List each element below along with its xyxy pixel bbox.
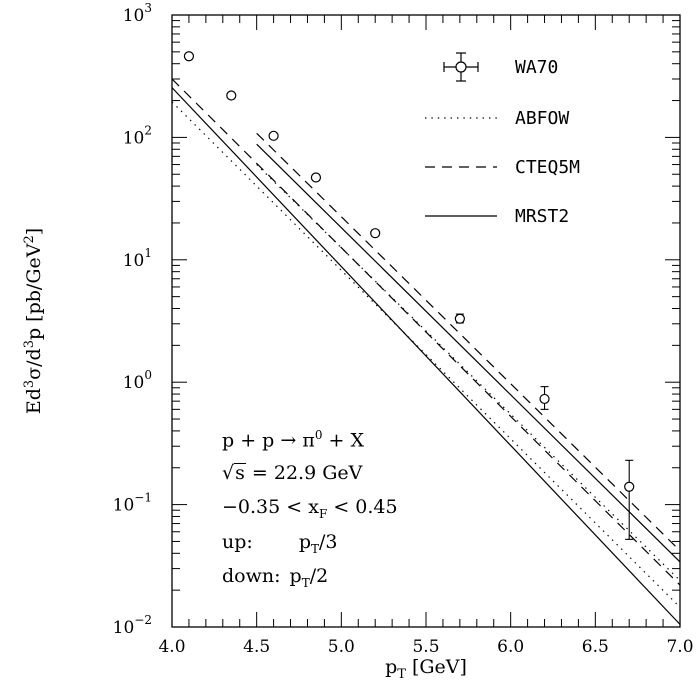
y-tick-label: 10−2	[113, 613, 152, 638]
x-tick-labels: 4.0 4.5 5.0 5.5 6.0 6.5 7.0	[158, 637, 693, 657]
y-tick-label: 103	[123, 1, 152, 26]
legend-label-abfow: ABFOW	[515, 108, 569, 129]
x-tick-label: 4.0	[158, 637, 185, 657]
point-marker	[624, 481, 635, 492]
data-point	[268, 130, 279, 141]
curve-mrst2-up	[256, 143, 681, 563]
y-tick-labels: 10−2 10−1 100 101 102 103	[113, 1, 152, 638]
annotation-reaction: p + p → π0 + X	[222, 428, 364, 452]
legend-label-cteq5m: CTEQ5M	[515, 157, 580, 178]
data-point	[183, 51, 195, 62]
legend-entry-wa70: WA70	[443, 52, 558, 82]
annotation-up-scale: up: pT/3	[222, 531, 338, 556]
data-point	[310, 172, 322, 183]
legend-label-mrst2: MRST2	[515, 206, 569, 227]
annotation-energy: √s = 22.9 GeV	[222, 462, 363, 484]
point-marker	[370, 228, 381, 239]
axis-ticks	[171, 15, 681, 628]
curve-mrst2-down	[171, 87, 681, 625]
y-tick-label: 10−1	[113, 491, 152, 516]
curve-cteq5m-down	[171, 78, 681, 586]
y-axis-title: Ed3σ/d3p [pb/GeV2]	[22, 228, 45, 414]
curve-cteq5m-up	[256, 132, 681, 552]
x-tick-label: 7.0	[666, 637, 693, 657]
legend-entry-cteq5m: CTEQ5M	[425, 157, 580, 178]
data-point	[454, 313, 465, 324]
data-point	[226, 90, 237, 101]
point-marker	[454, 313, 465, 324]
data-point	[370, 228, 381, 239]
legend: WA70 ABFOW CTEQ5M MRST2	[425, 52, 580, 227]
legend-entry-abfow: ABFOW	[425, 108, 569, 129]
data-point	[539, 386, 550, 410]
data-point	[624, 459, 635, 540]
point-marker	[226, 90, 237, 101]
point-marker	[183, 51, 195, 62]
legend-entry-mrst2: MRST2	[425, 206, 569, 227]
y-tick-label: 101	[123, 246, 152, 271]
point-marker	[268, 130, 279, 141]
annotation-down-scale: down: pT/2	[222, 565, 329, 590]
x-axis-title: pT [GeV]	[385, 656, 467, 682]
point-marker	[539, 393, 550, 405]
x-tick-label: 5.5	[412, 637, 439, 657]
point-marker	[310, 172, 322, 183]
x-tick-label: 4.5	[243, 637, 270, 657]
x-tick-label: 6.5	[582, 637, 609, 657]
annotation-xf-range: −0.35 < xF < 0.45	[222, 496, 398, 521]
theory-curves	[171, 78, 681, 625]
legend-label-wa70: WA70	[515, 57, 558, 78]
y-tick-label: 102	[123, 123, 152, 148]
x-tick-label: 6.0	[497, 637, 524, 657]
y-tick-label: 100	[123, 368, 152, 393]
x-tick-label: 5.0	[328, 637, 355, 657]
wa70-data-points	[183, 51, 635, 540]
